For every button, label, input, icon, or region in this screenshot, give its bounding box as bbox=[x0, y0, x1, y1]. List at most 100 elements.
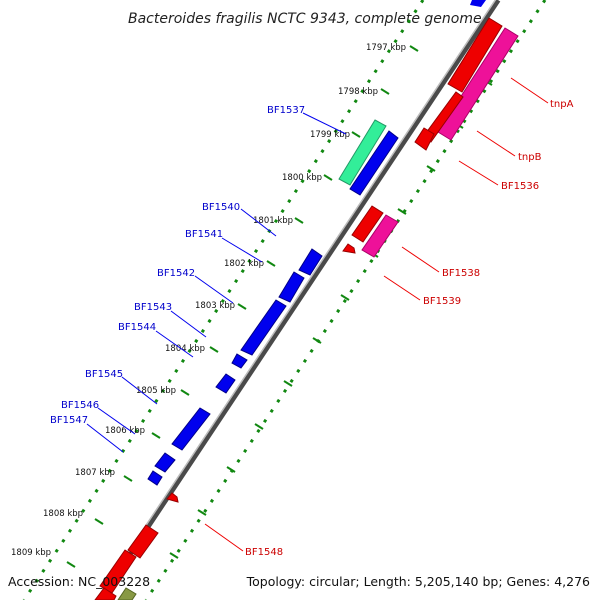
leader-line bbox=[170, 310, 207, 338]
gene-label-bf1548[interactable]: BF1548 bbox=[245, 547, 283, 558]
reverse-track-guide bbox=[144, 0, 547, 600]
leader-line bbox=[510, 77, 549, 104]
kbp-tick bbox=[426, 165, 436, 172]
kbp-tick bbox=[197, 509, 207, 516]
reverse-label-leaders bbox=[204, 77, 549, 552]
reverse-gene-bottom[interactable] bbox=[94, 587, 117, 600]
leader-line bbox=[121, 376, 158, 405]
reverse-gene-arrow[interactable] bbox=[414, 127, 435, 151]
forward-genes bbox=[147, 0, 486, 486]
gene-label-bf1546[interactable]: BF1546 bbox=[61, 400, 99, 411]
kbp-label: 1806 kbp bbox=[105, 426, 145, 436]
kbp-label: 1808 kbp bbox=[43, 509, 83, 519]
kbp-tick bbox=[409, 45, 419, 52]
bf1546-gene[interactable] bbox=[171, 407, 211, 451]
rna-gene-bottom[interactable] bbox=[117, 587, 137, 600]
reverse-gene-small[interactable] bbox=[342, 243, 356, 254]
kbp-labels: 1797 kbp 1798 kbp 1799 kbp 1800 kbp 1801… bbox=[11, 43, 406, 558]
leader-line bbox=[476, 130, 516, 157]
leader-line bbox=[155, 330, 194, 358]
kbp-tick bbox=[226, 466, 236, 473]
bf1547-gene[interactable] bbox=[154, 452, 176, 473]
kbp-tick bbox=[209, 346, 219, 353]
kbp-tick bbox=[283, 380, 293, 387]
bf1545-gene[interactable] bbox=[215, 373, 236, 394]
kbp-tick bbox=[380, 88, 390, 95]
gene-label-tnpa[interactable]: tnpA bbox=[550, 99, 574, 110]
kbp-tick bbox=[254, 423, 264, 430]
kbp-tick bbox=[66, 561, 76, 568]
kbp-tick bbox=[351, 131, 361, 138]
leader-line bbox=[194, 275, 234, 304]
gene-label-bf1547[interactable]: BF1547 bbox=[50, 415, 88, 426]
forward-gene-arrow[interactable] bbox=[470, 0, 486, 7]
leader-line bbox=[86, 423, 124, 453]
leader-line bbox=[302, 112, 347, 135]
bf1538-gene[interactable] bbox=[351, 205, 384, 243]
kbp-tick bbox=[294, 217, 304, 224]
leader-line bbox=[383, 275, 421, 301]
bf1537-gene[interactable] bbox=[338, 119, 387, 186]
gene-label-bf1539[interactable]: BF1539 bbox=[423, 296, 461, 307]
reverse-genes bbox=[94, 17, 519, 600]
bf1542-gene[interactable] bbox=[278, 271, 305, 303]
kbp-tick bbox=[169, 552, 179, 559]
kbp-label: 1803 kbp bbox=[195, 301, 235, 311]
bf1548-gene[interactable] bbox=[166, 492, 179, 503]
kbp-tick bbox=[94, 518, 104, 525]
kbp-tick bbox=[397, 208, 407, 215]
gene-label-bf1540[interactable]: BF1540 bbox=[202, 202, 240, 213]
gene-label-bf1541[interactable]: BF1541 bbox=[185, 229, 223, 240]
bf1544-gene[interactable] bbox=[231, 353, 248, 369]
kbp-label: 1797 kbp bbox=[366, 43, 406, 53]
kbp-tick bbox=[180, 389, 190, 396]
kbp-tick bbox=[123, 475, 133, 482]
kbp-tick bbox=[151, 432, 161, 439]
kbp-label: 1804 kbp bbox=[165, 344, 205, 354]
bf1540-gene[interactable] bbox=[349, 130, 399, 196]
bf1543-gene[interactable] bbox=[240, 299, 287, 356]
bf1536-gene[interactable] bbox=[422, 91, 464, 143]
leader-line bbox=[240, 208, 277, 237]
kbp-tick bbox=[312, 337, 322, 344]
bf1541-gene[interactable] bbox=[298, 248, 323, 276]
gene-label-bf1536[interactable]: BF1536 bbox=[501, 181, 539, 192]
kbp-label: 1809 kbp bbox=[11, 548, 51, 558]
gene-label-bf1542[interactable]: BF1542 bbox=[157, 268, 195, 279]
bf1539-gene[interactable] bbox=[361, 214, 399, 258]
genome-axis-highlight bbox=[96, 0, 497, 600]
kbp-tick bbox=[340, 294, 350, 301]
kbp-tick bbox=[323, 174, 333, 181]
kbp-label: 1798 kbp bbox=[338, 87, 378, 97]
kbp-tick bbox=[266, 260, 276, 267]
gene-label-bf1537[interactable]: BF1537 bbox=[267, 105, 305, 116]
kbp-label: 1799 kbp bbox=[310, 130, 350, 140]
kbp-tick bbox=[237, 303, 247, 310]
tnpa-gene[interactable] bbox=[447, 17, 503, 93]
forward-label-leaders bbox=[86, 112, 347, 453]
kbp-label: 1805 kbp bbox=[136, 386, 176, 396]
leader-line bbox=[401, 246, 440, 273]
kbp-label: 1800 kbp bbox=[282, 173, 322, 183]
gene-label-bf1538[interactable]: BF1538 bbox=[442, 268, 480, 279]
leader-line bbox=[458, 160, 499, 186]
reverse-gene-lower[interactable] bbox=[127, 524, 159, 559]
reverse-gene-labels: tnpA tnpB BF1536 BF1538 BF1539 BF1548 bbox=[245, 99, 574, 558]
genome-summary-text: Topology: circular; Length: 5,205,140 bp… bbox=[246, 574, 590, 589]
forward-track-guide bbox=[22, 0, 425, 600]
gene-label-bf1543[interactable]: BF1543 bbox=[134, 302, 172, 313]
gene-label-bf1544[interactable]: BF1544 bbox=[118, 322, 156, 333]
kbp-label: 1801 kbp bbox=[253, 216, 293, 226]
gene-label-tnpb[interactable]: tnpB bbox=[518, 152, 542, 163]
leader-line bbox=[221, 237, 263, 263]
genome-axis bbox=[96, 0, 501, 600]
leader-line bbox=[97, 407, 136, 435]
forward-gene-small[interactable] bbox=[147, 470, 163, 486]
kbp-label: 1802 kbp bbox=[224, 259, 264, 269]
forward-gene-labels: BF1537 BF1540 BF1541 BF1542 BF1543 BF154… bbox=[50, 105, 305, 426]
kbp-label: 1807 kbp bbox=[75, 468, 115, 478]
accession-text: Accession: NC_003228 bbox=[8, 574, 150, 589]
gene-label-bf1545[interactable]: BF1545 bbox=[85, 369, 123, 380]
leader-line bbox=[204, 523, 244, 552]
